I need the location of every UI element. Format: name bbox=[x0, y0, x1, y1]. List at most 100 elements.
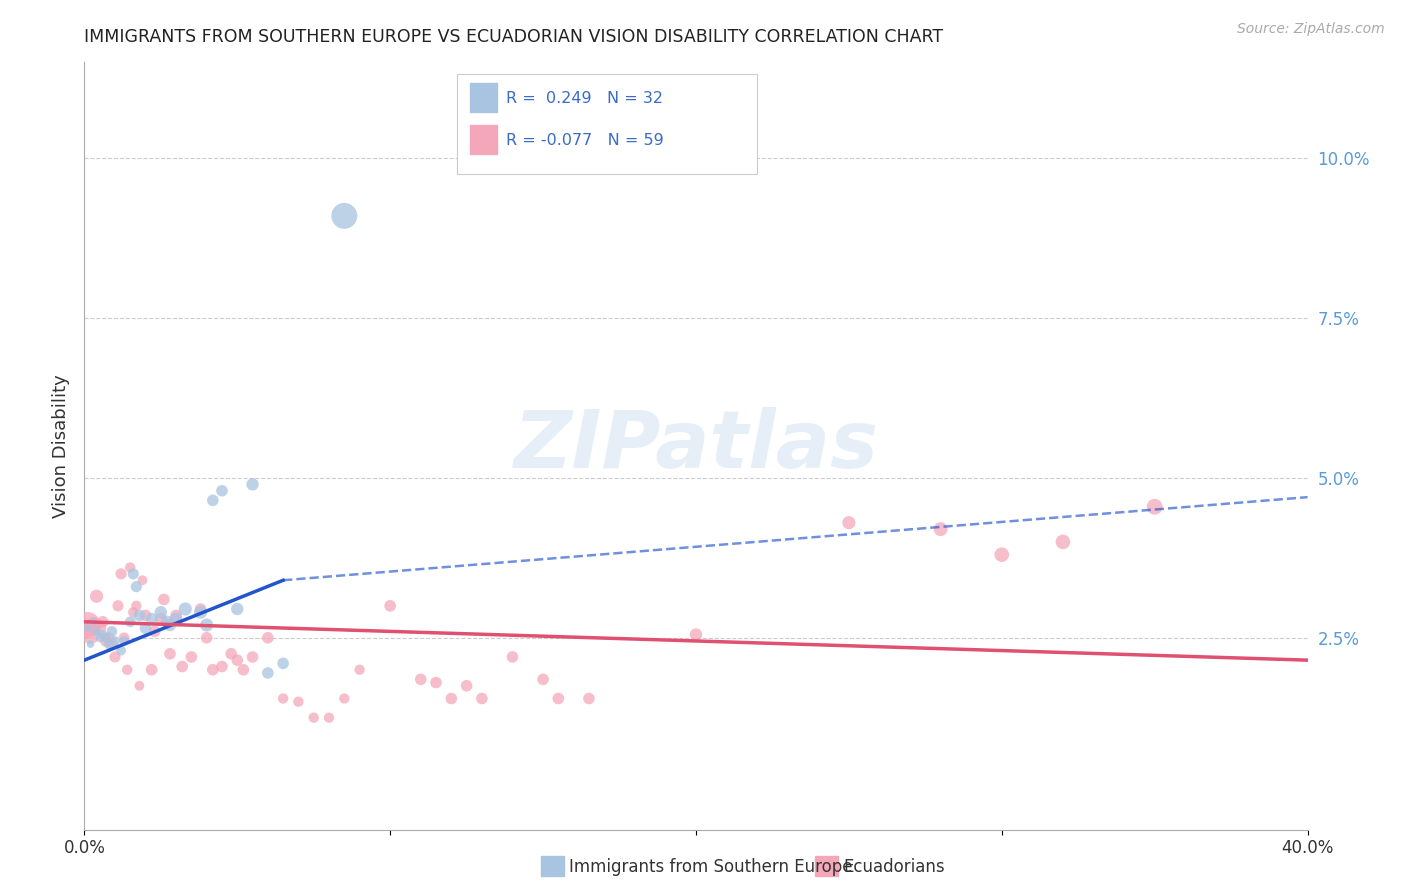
FancyBboxPatch shape bbox=[457, 74, 758, 174]
Point bbox=[83, 615, 105, 629]
Point bbox=[165, 608, 187, 623]
Point bbox=[128, 608, 150, 623]
Point bbox=[380, 599, 402, 613]
Point bbox=[125, 599, 148, 613]
Point bbox=[190, 605, 212, 619]
Point bbox=[97, 637, 120, 651]
Point bbox=[143, 624, 166, 639]
Point bbox=[201, 493, 224, 508]
Point bbox=[131, 574, 153, 588]
Point bbox=[180, 649, 202, 664]
Point bbox=[242, 477, 264, 491]
Point bbox=[190, 602, 212, 616]
Point bbox=[257, 631, 280, 645]
Point bbox=[257, 665, 280, 680]
Point bbox=[174, 602, 197, 616]
Point bbox=[685, 627, 707, 641]
Point bbox=[502, 649, 524, 664]
Point bbox=[91, 627, 114, 641]
Point bbox=[79, 637, 101, 651]
Text: R =  0.249   N = 32: R = 0.249 N = 32 bbox=[506, 91, 664, 106]
Point bbox=[287, 695, 309, 709]
Point bbox=[115, 663, 138, 677]
Point bbox=[104, 634, 127, 648]
Text: Source: ZipAtlas.com: Source: ZipAtlas.com bbox=[1237, 22, 1385, 37]
Point bbox=[409, 673, 432, 687]
Text: Immigrants from Southern Europe: Immigrants from Southern Europe bbox=[569, 858, 853, 876]
Point bbox=[107, 599, 129, 613]
Text: Ecuadorians: Ecuadorians bbox=[844, 858, 945, 876]
Text: ZIPatlas: ZIPatlas bbox=[513, 407, 879, 485]
Point bbox=[226, 602, 249, 616]
Point bbox=[456, 679, 478, 693]
Point bbox=[141, 663, 163, 677]
Point bbox=[271, 691, 294, 706]
Point bbox=[76, 621, 98, 635]
Point bbox=[86, 589, 108, 603]
Point bbox=[149, 605, 172, 619]
Point bbox=[104, 649, 127, 664]
Point bbox=[135, 621, 157, 635]
Point bbox=[991, 548, 1014, 562]
Point bbox=[83, 618, 105, 632]
Point bbox=[120, 615, 142, 629]
Point bbox=[547, 691, 569, 706]
Point bbox=[471, 691, 494, 706]
Point bbox=[165, 612, 187, 626]
Point bbox=[929, 522, 952, 536]
Point bbox=[79, 627, 101, 641]
Point bbox=[94, 634, 117, 648]
Point bbox=[211, 659, 233, 673]
Point bbox=[440, 691, 463, 706]
Point bbox=[226, 653, 249, 667]
Point bbox=[110, 643, 132, 657]
Point bbox=[112, 631, 135, 645]
Point bbox=[1143, 500, 1166, 514]
Point bbox=[195, 631, 218, 645]
Point bbox=[219, 647, 242, 661]
Point bbox=[112, 634, 135, 648]
Point bbox=[578, 691, 600, 706]
Point bbox=[101, 637, 124, 651]
Point bbox=[1052, 535, 1074, 549]
FancyBboxPatch shape bbox=[470, 83, 496, 112]
Point bbox=[425, 675, 447, 690]
Point bbox=[97, 631, 120, 645]
Y-axis label: Vision Disability: Vision Disability bbox=[52, 374, 70, 518]
Point bbox=[156, 615, 179, 629]
Point bbox=[838, 516, 860, 530]
FancyBboxPatch shape bbox=[470, 126, 496, 154]
Point bbox=[91, 615, 114, 629]
Text: IMMIGRANTS FROM SOUTHERN EUROPE VS ECUADORIAN VISION DISABILITY CORRELATION CHAR: IMMIGRANTS FROM SOUTHERN EUROPE VS ECUAD… bbox=[84, 28, 943, 45]
Point bbox=[333, 209, 356, 223]
Point bbox=[159, 618, 181, 632]
Point bbox=[211, 483, 233, 498]
Point bbox=[110, 566, 132, 581]
Point bbox=[135, 608, 157, 623]
Point bbox=[349, 663, 371, 677]
Point bbox=[94, 631, 117, 645]
Point bbox=[195, 618, 218, 632]
Point bbox=[89, 621, 111, 635]
Point bbox=[141, 612, 163, 626]
Point bbox=[159, 647, 181, 661]
Point bbox=[101, 624, 124, 639]
Point bbox=[122, 566, 145, 581]
Point bbox=[120, 560, 142, 574]
Point bbox=[333, 691, 356, 706]
Point bbox=[172, 659, 194, 673]
Point bbox=[86, 624, 108, 639]
Text: R = -0.077   N = 59: R = -0.077 N = 59 bbox=[506, 133, 664, 148]
Point bbox=[149, 612, 172, 626]
Point bbox=[122, 605, 145, 619]
Point bbox=[76, 618, 98, 632]
Point bbox=[128, 679, 150, 693]
Point bbox=[271, 657, 294, 671]
Point bbox=[242, 649, 264, 664]
Point bbox=[201, 663, 224, 677]
Point bbox=[125, 580, 148, 594]
Point bbox=[232, 663, 254, 677]
Point bbox=[153, 592, 176, 607]
Point bbox=[531, 673, 554, 687]
Point bbox=[89, 631, 111, 645]
